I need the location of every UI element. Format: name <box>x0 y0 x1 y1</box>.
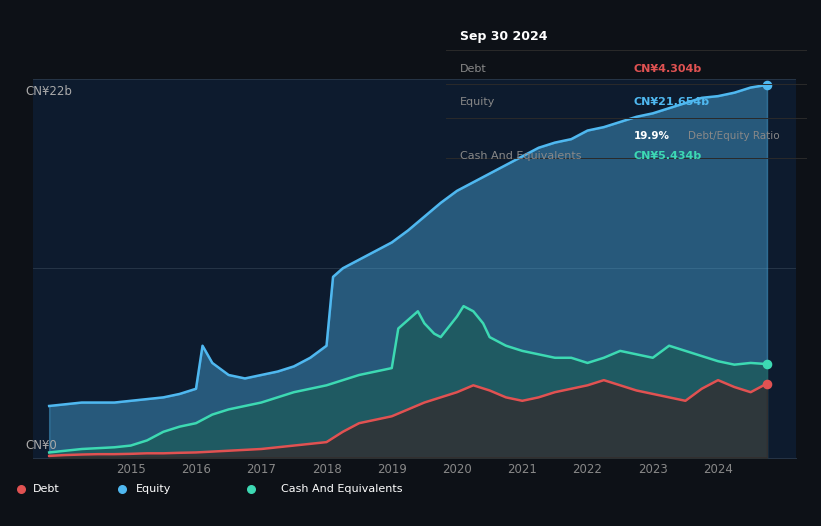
Point <box>14 485 27 493</box>
Text: Equity: Equity <box>136 484 172 494</box>
Text: Cash And Equivalents: Cash And Equivalents <box>461 151 582 161</box>
Point <box>115 485 128 493</box>
Point <box>760 360 773 368</box>
Text: CN¥21.654b: CN¥21.654b <box>634 97 710 107</box>
Text: CN¥0: CN¥0 <box>25 439 57 452</box>
Text: 19.9%: 19.9% <box>634 131 670 141</box>
Point <box>760 379 773 388</box>
Text: CN¥22b: CN¥22b <box>25 85 72 98</box>
Text: Cash And Equivalents: Cash And Equivalents <box>281 484 402 494</box>
Point <box>245 485 258 493</box>
Text: Debt: Debt <box>33 484 60 494</box>
Text: Sep 30 2024: Sep 30 2024 <box>461 30 548 43</box>
Point <box>760 80 773 89</box>
Text: CN¥5.434b: CN¥5.434b <box>634 151 702 161</box>
Text: CN¥4.304b: CN¥4.304b <box>634 64 702 74</box>
Text: Debt/Equity Ratio: Debt/Equity Ratio <box>688 131 779 141</box>
Text: Debt: Debt <box>461 64 487 74</box>
Text: Equity: Equity <box>461 97 496 107</box>
